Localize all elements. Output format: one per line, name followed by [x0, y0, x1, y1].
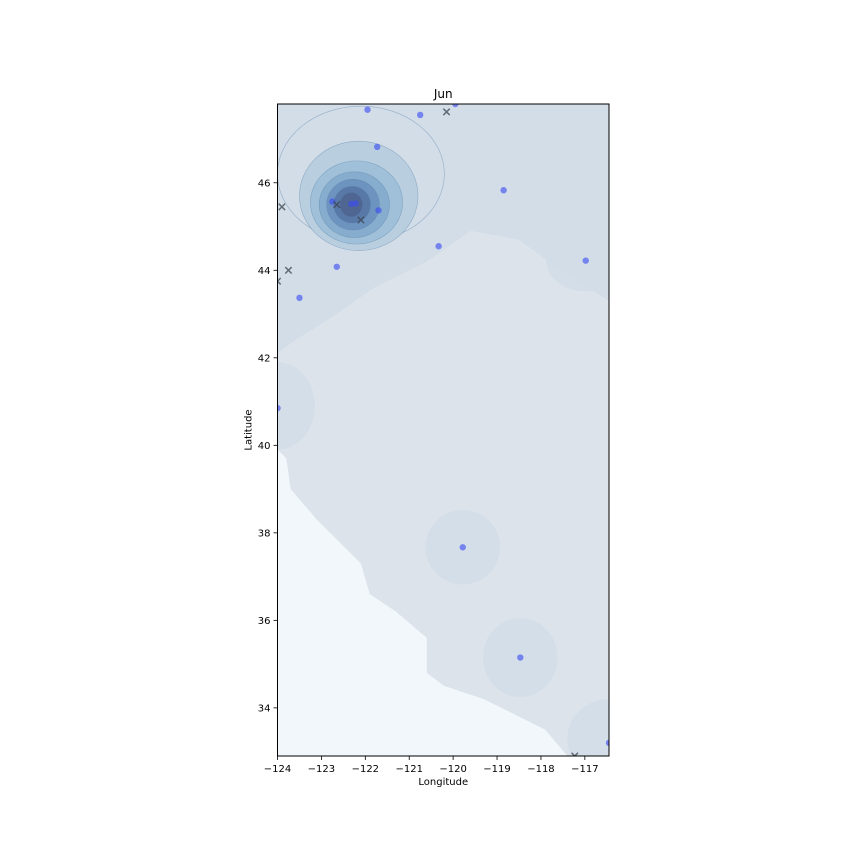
data-point — [333, 263, 340, 270]
x-axis: −124 −123 −122 −121 −120 −119 −118 −117 — [264, 756, 599, 775]
y-tick-label: 34 — [258, 703, 271, 714]
data-point — [517, 654, 524, 661]
x-tick-label: −122 — [352, 764, 379, 775]
density-blob — [277, 362, 315, 450]
data-cross — [571, 752, 579, 756]
x-tick-label: −123 — [308, 764, 335, 775]
y-tick-label: 46 — [258, 178, 271, 189]
data-point — [416, 111, 424, 119]
density-blob — [546, 230, 609, 292]
x-tick-label: −119 — [483, 764, 510, 775]
data-cross — [357, 216, 365, 224]
y-axis-label: Latitude — [244, 409, 255, 450]
density-blob — [567, 699, 609, 756]
data-point — [296, 294, 303, 302]
data-point — [435, 243, 442, 250]
y-tick-label: 40 — [258, 441, 271, 452]
x-tick-label: −118 — [527, 764, 554, 775]
x-tick-label: −120 — [439, 764, 466, 775]
data-cross — [284, 266, 293, 275]
x-axis-label: Longitude — [418, 777, 468, 788]
data-point — [329, 198, 336, 205]
data-point — [459, 544, 466, 551]
x-tick-label: −117 — [571, 764, 598, 775]
data-point — [582, 257, 589, 264]
data-point — [277, 404, 281, 412]
data-point — [373, 143, 381, 151]
data-cross — [333, 200, 341, 209]
data-point — [375, 207, 382, 214]
plot-area — [277, 104, 609, 756]
axes-frame — [277, 103, 610, 757]
y-tick-label: 36 — [258, 616, 271, 627]
data-point — [605, 739, 609, 747]
y-tick-label: 42 — [258, 353, 271, 364]
y-tick-label: 38 — [258, 528, 271, 539]
data-point — [452, 104, 459, 108]
chart-title: Jun — [433, 87, 453, 101]
data-point — [352, 200, 359, 207]
x-tick-label: −121 — [395, 764, 422, 775]
x-tick-label: −124 — [264, 764, 291, 775]
y-tick-label: 44 — [258, 266, 271, 277]
data-cross — [278, 203, 286, 211]
y-axis: 34 36 38 40 42 44 46 — [258, 178, 278, 714]
data-point — [364, 106, 371, 113]
data-point — [500, 187, 507, 194]
data-cross — [277, 277, 282, 285]
data-cross — [442, 108, 451, 116]
